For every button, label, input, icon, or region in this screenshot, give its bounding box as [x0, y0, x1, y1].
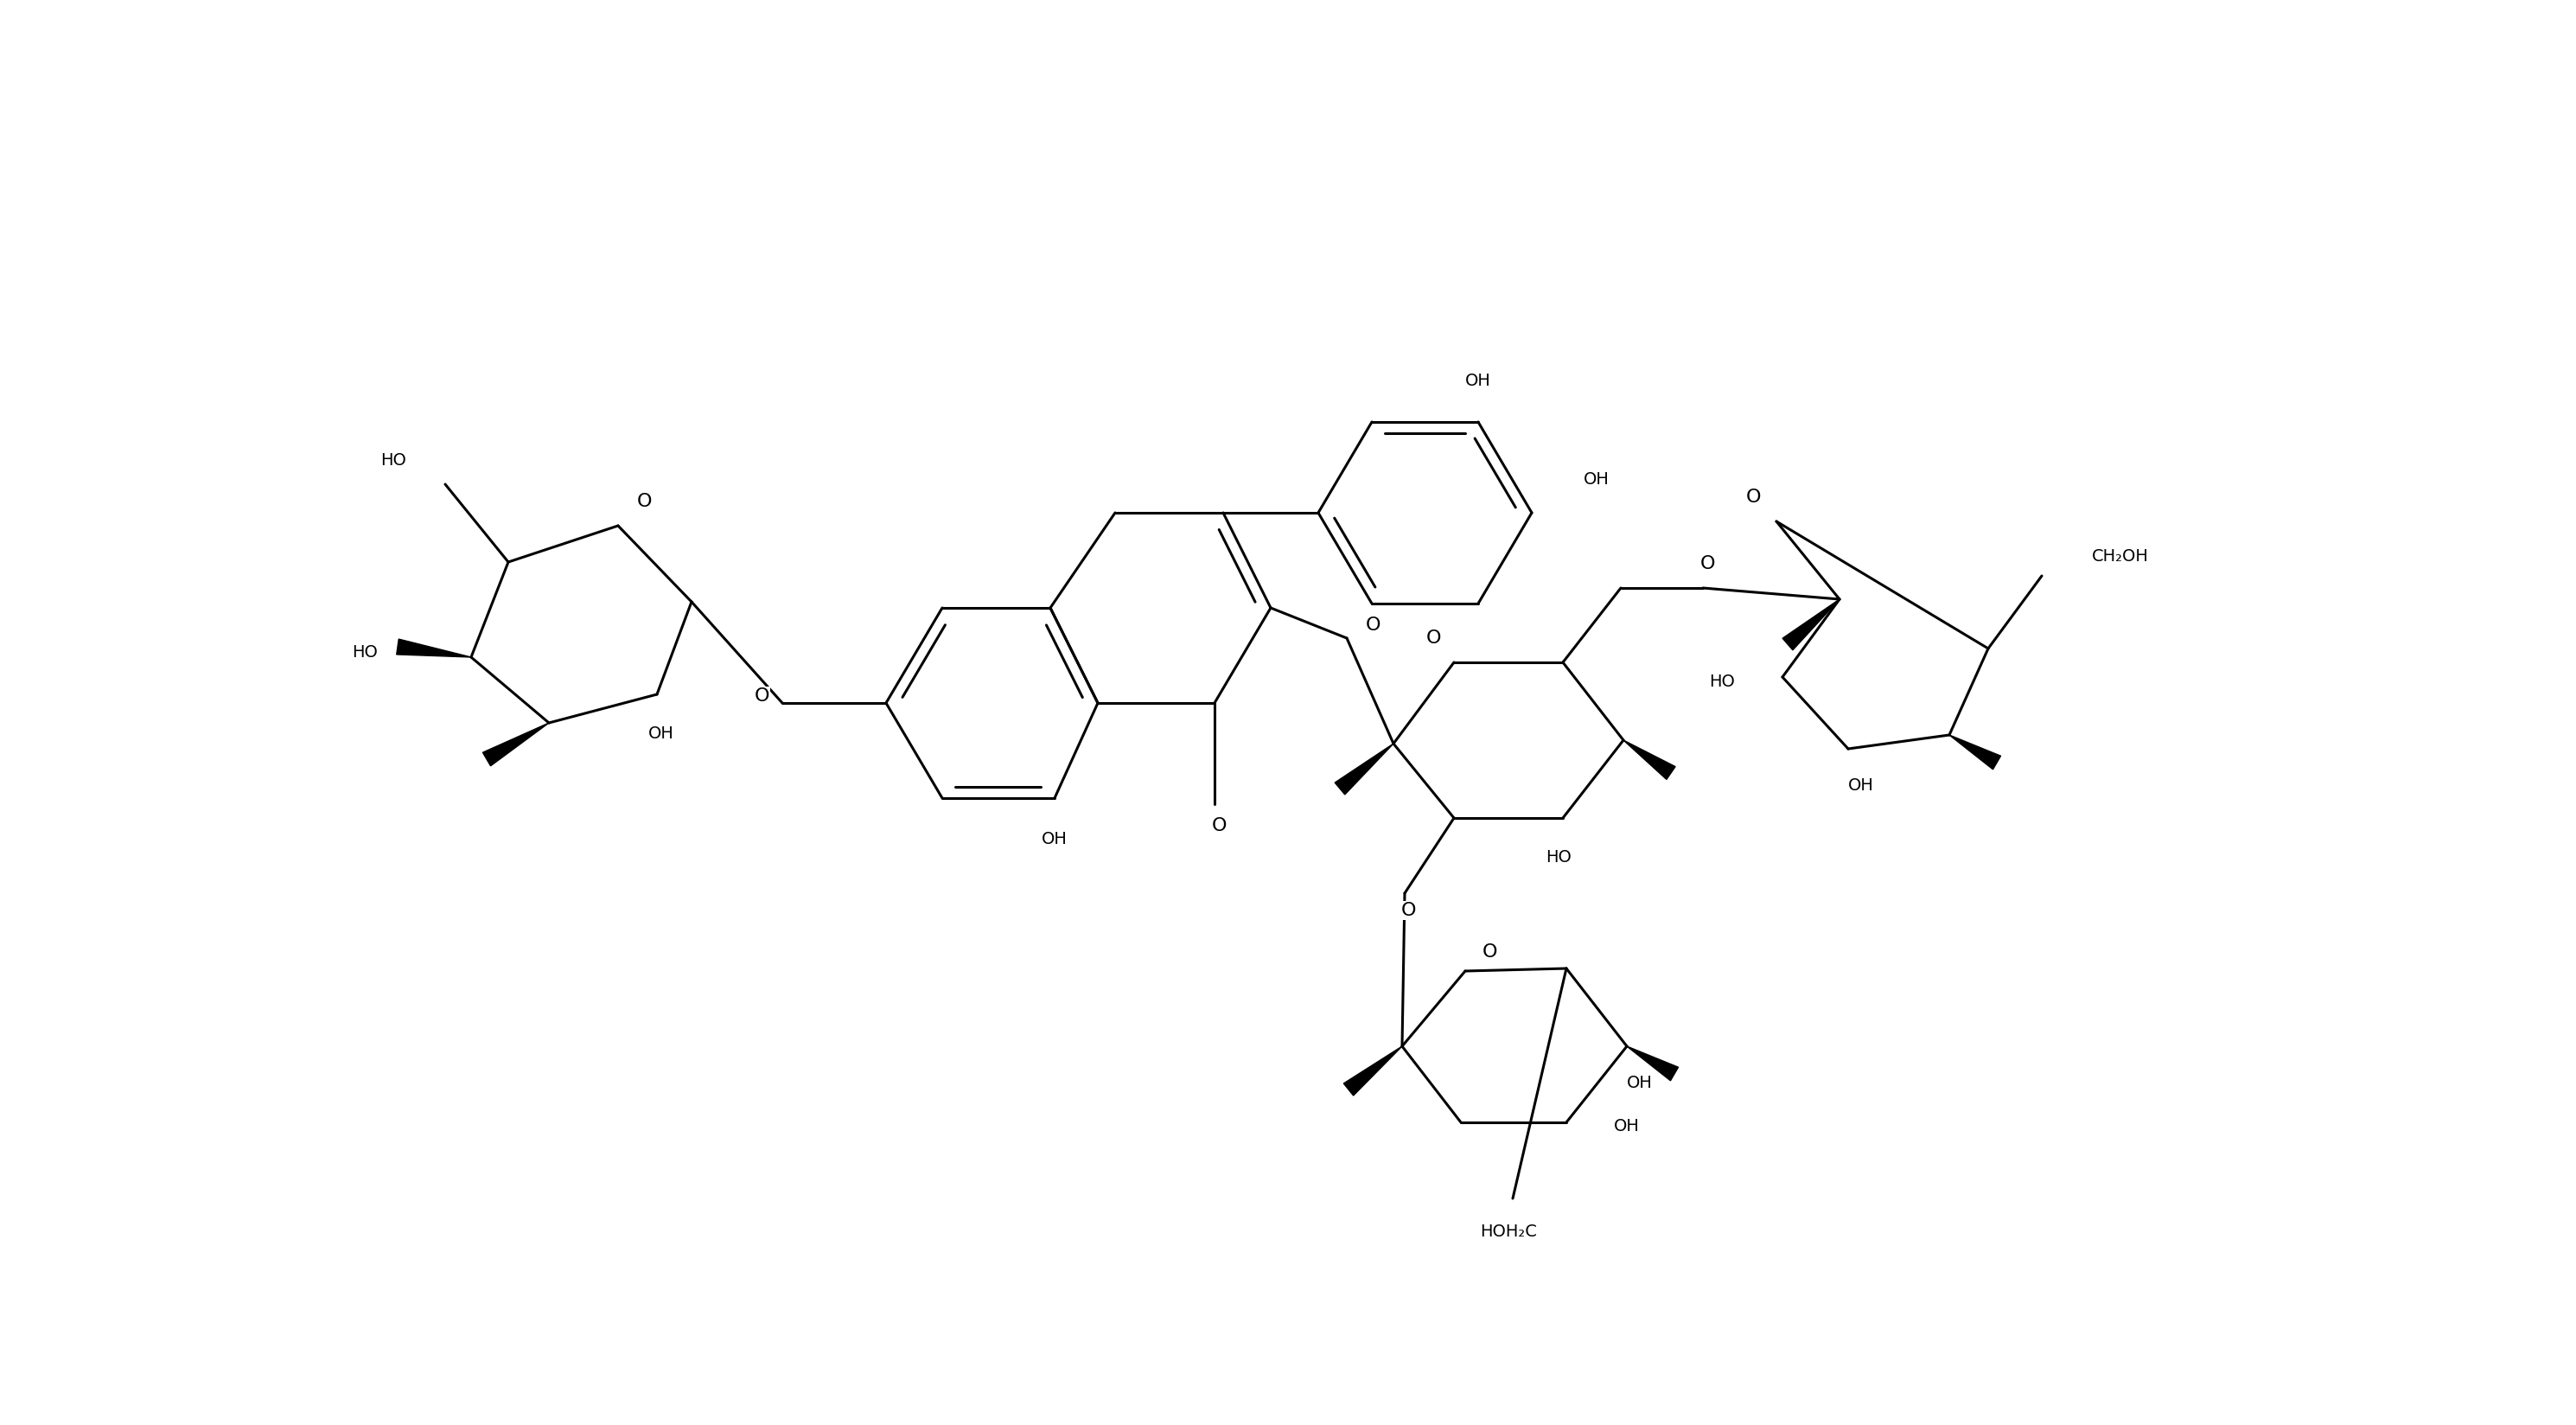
Text: OH: OH	[649, 725, 675, 741]
Text: OH: OH	[1628, 1074, 1654, 1090]
Polygon shape	[1628, 1046, 1680, 1080]
Polygon shape	[397, 638, 471, 657]
Text: O: O	[1747, 489, 1762, 506]
Text: OH: OH	[1584, 472, 1610, 489]
Polygon shape	[1783, 600, 1839, 650]
Text: OH: OH	[1615, 1119, 1641, 1134]
Text: HO: HO	[353, 644, 379, 661]
Text: HO: HO	[1708, 673, 1734, 690]
Text: OH: OH	[1466, 372, 1492, 389]
Text: O: O	[636, 493, 652, 510]
Polygon shape	[1950, 735, 2002, 770]
Polygon shape	[1345, 1046, 1401, 1096]
Text: O: O	[1427, 630, 1440, 647]
Text: O: O	[1401, 902, 1417, 919]
Text: HO: HO	[1546, 849, 1571, 865]
Text: HOH₂C: HOH₂C	[1481, 1223, 1538, 1240]
Text: O: O	[1700, 556, 1716, 573]
Polygon shape	[1334, 744, 1394, 795]
Text: O: O	[1365, 617, 1381, 634]
Text: O: O	[1211, 817, 1226, 835]
Text: OH: OH	[1041, 831, 1066, 848]
Polygon shape	[1623, 740, 1674, 779]
Text: CH₂OH: CH₂OH	[2092, 549, 2148, 566]
Polygon shape	[482, 722, 549, 765]
Text: HO: HO	[381, 452, 407, 469]
Text: O: O	[1484, 943, 1497, 960]
Text: OH: OH	[1847, 777, 1873, 794]
Text: O: O	[755, 687, 770, 705]
